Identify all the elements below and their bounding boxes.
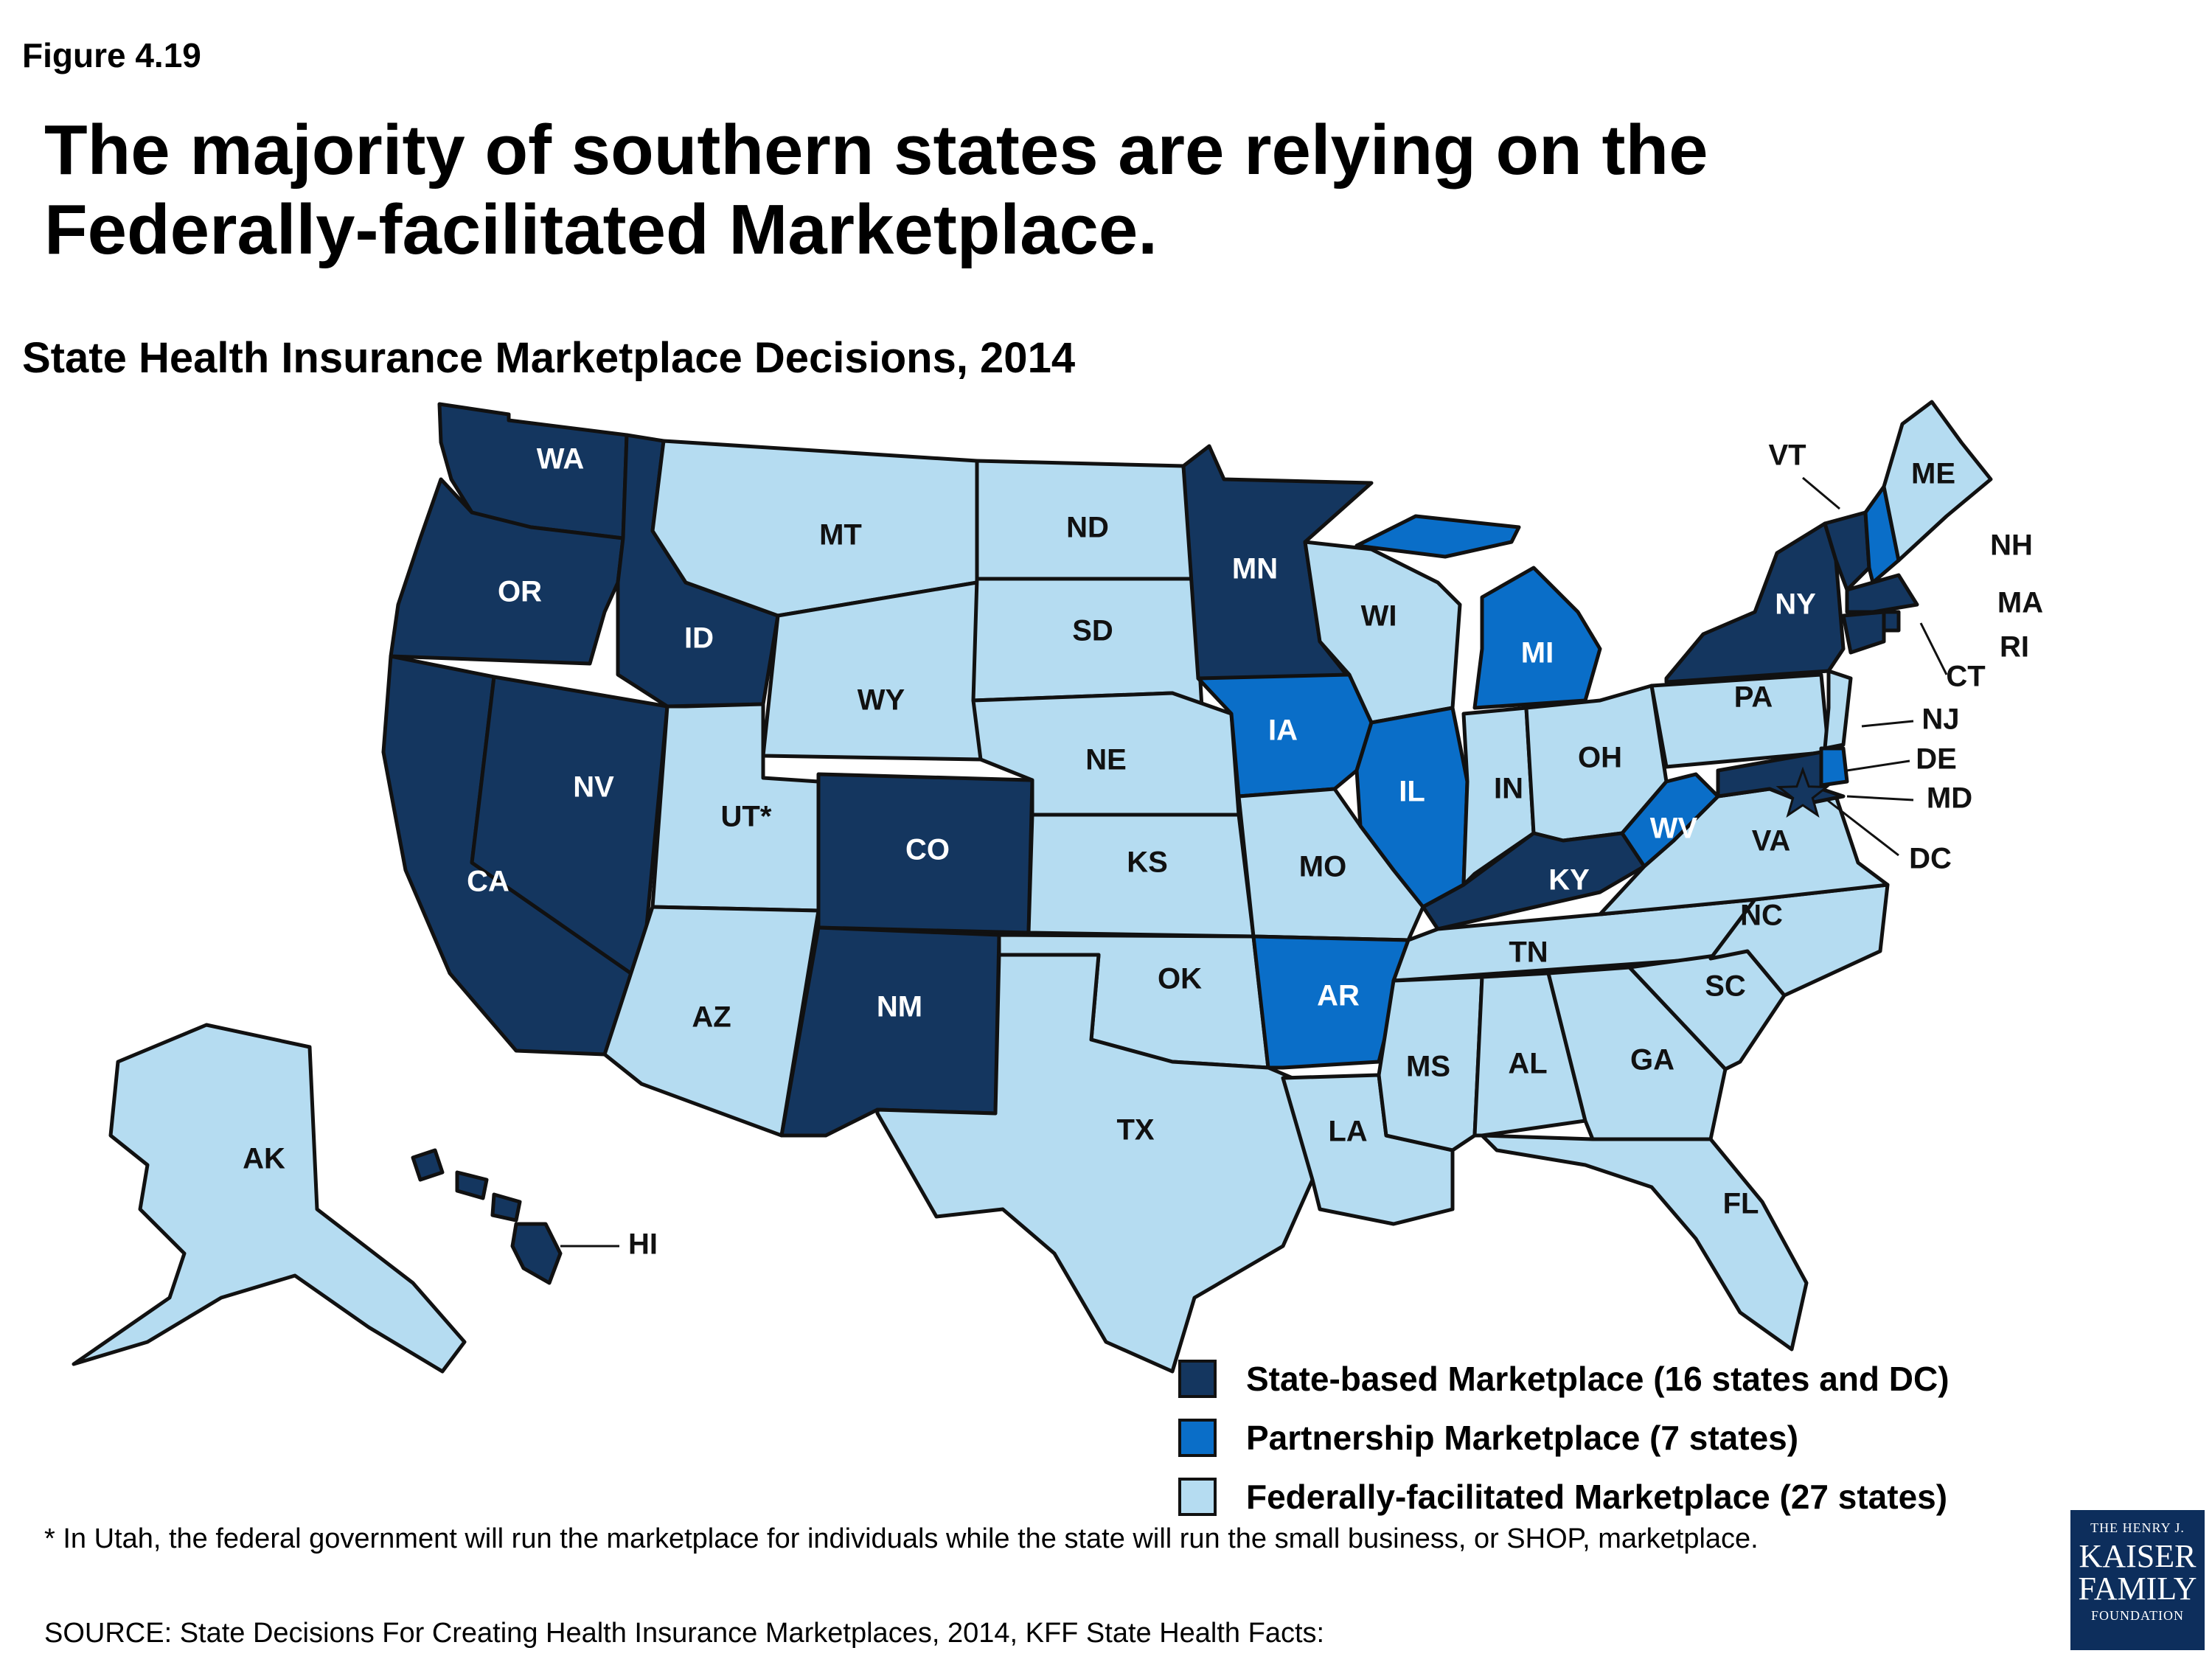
leader-line	[1846, 795, 1914, 801]
state-nj	[1823, 669, 1853, 751]
label-connector-lines	[560, 476, 1948, 1248]
state-label-ky: KY	[1548, 864, 1590, 897]
state-label-nm: NM	[877, 991, 922, 1023]
legend-item-partnership: Partnership Marketplace (7 states)	[1178, 1408, 1950, 1467]
state-label-oh: OH	[1578, 742, 1622, 774]
source-note: SOURCE: State Decisions For Creating Hea…	[44, 1618, 1325, 1649]
legend-swatch-partnership	[1178, 1419, 1217, 1457]
state-label-hi: HI	[628, 1228, 658, 1261]
state-label-wi: WI	[1361, 600, 1397, 633]
state-label-md: MD	[1927, 782, 1972, 815]
state-label-wv: WV	[1650, 813, 1698, 845]
state-ny	[1664, 521, 1846, 684]
logo-line-2: KAISER	[2079, 1538, 2197, 1574]
state-label-id: ID	[684, 622, 714, 655]
state-label-ms: MS	[1406, 1051, 1450, 1083]
state-nh	[1863, 484, 1901, 585]
state-mi	[1354, 514, 1602, 710]
state-label-nh: NH	[1990, 529, 2033, 562]
state-nm	[779, 925, 1001, 1138]
state-label-ga: GA	[1630, 1044, 1674, 1077]
state-hi	[411, 1148, 563, 1285]
state-label-tn: TN	[1509, 936, 1548, 969]
state-az	[602, 905, 821, 1138]
legend-label-federal: Federally-facilitated Marketplace (27 st…	[1246, 1478, 1948, 1516]
state-label-mi: MI	[1521, 637, 1554, 669]
state-or	[389, 477, 625, 666]
state-label-mn: MN	[1232, 553, 1278, 585]
state-shapes	[72, 400, 1993, 1374]
leader-line	[1826, 799, 1899, 857]
state-label-va: VA	[1752, 825, 1791, 858]
legend-swatch-state-based	[1178, 1360, 1217, 1398]
state-label-la: LA	[1328, 1116, 1367, 1148]
state-ak	[72, 1023, 467, 1374]
state-ma	[1845, 573, 1919, 614]
state-de	[1819, 746, 1849, 787]
state-label-co: CO	[905, 834, 950, 866]
state-label-mt: MT	[819, 519, 862, 552]
state-label-ok: OK	[1158, 963, 1202, 995]
state-labels: WA OR CA NV ID MT WY UT* AZ CO NM ND SD NE KS OK TX MN IA M…	[243, 439, 2043, 1261]
state-label-ks: KS	[1127, 846, 1168, 879]
state-label-ct: CT	[1946, 661, 1985, 693]
state-label-wy: WY	[858, 684, 905, 717]
state-label-nc: NC	[1740, 900, 1783, 932]
state-label-or: OR	[498, 576, 542, 608]
state-label-ny: NY	[1775, 588, 1816, 621]
state-label-sd: SD	[1072, 615, 1113, 647]
state-label-sc: SC	[1705, 970, 1746, 1003]
state-label-az: AZ	[692, 1001, 731, 1034]
state-label-wa: WA	[537, 443, 584, 476]
leader-line	[1846, 759, 1910, 772]
headline: The majority of southern states are rely…	[44, 111, 1708, 269]
state-label-pa: PA	[1734, 681, 1773, 714]
state-label-ri: RI	[2000, 631, 2029, 664]
legend-label-state-based: State-based Marketplace (16 states and D…	[1246, 1360, 1950, 1398]
legend-label-partnership: Partnership Marketplace (7 states)	[1246, 1419, 1799, 1457]
state-label-de: DE	[1916, 743, 1957, 776]
leader-line	[1861, 720, 1914, 728]
state-label-fl: FL	[1723, 1188, 1759, 1220]
kff-logo: THE HENRY J. KAISER FAMILY FOUNDATION	[2070, 1510, 2205, 1650]
state-label-ma: MA	[1997, 587, 2043, 619]
state-label-ne: NE	[1085, 744, 1127, 776]
legend: State-based Marketplace (16 states and D…	[1178, 1349, 1950, 1526]
legend-swatch-federal	[1178, 1478, 1217, 1516]
state-label-vt: VT	[1768, 439, 1806, 472]
state-label-nd: ND	[1066, 512, 1109, 544]
state-label-ar: AR	[1317, 980, 1360, 1012]
legend-item-federal: Federally-facilitated Marketplace (27 st…	[1178, 1467, 1950, 1526]
state-label-ia: IA	[1268, 714, 1298, 747]
state-ct	[1841, 610, 1886, 655]
state-fl	[1480, 1133, 1809, 1352]
logo-line-4: FOUNDATION	[2091, 1608, 2184, 1623]
state-tx	[875, 953, 1315, 1374]
state-ri	[1882, 610, 1901, 633]
state-label-me: ME	[1911, 458, 1955, 490]
us-marketplace-map: WA OR CA NV ID MT WY UT* AZ CO NM ND SD NE KS OK TX MN IA M…	[72, 400, 2043, 1374]
state-label-in: IN	[1494, 773, 1523, 805]
logo-line-3: FAMILY	[2078, 1571, 2197, 1607]
state-label-nj: NJ	[1921, 703, 1959, 736]
map-subtitle: State Health Insurance Marketplace Decis…	[22, 334, 1076, 382]
state-label-nv: NV	[573, 771, 614, 804]
state-label-dc: DC	[1909, 843, 1952, 875]
state-label-ca: CA	[467, 866, 509, 898]
legend-item-state-based: State-based Marketplace (16 states and D…	[1178, 1349, 1950, 1408]
state-label-tx: TX	[1116, 1114, 1154, 1147]
state-vt	[1823, 510, 1871, 592]
state-me	[1882, 400, 1993, 563]
dc-star-marker	[1775, 766, 1830, 818]
state-label-il: IL	[1399, 776, 1425, 808]
logo-line-1: THE HENRY J.	[2090, 1520, 2185, 1535]
state-label-ut: UT*	[721, 801, 772, 833]
footnote: * In Utah, the federal government will r…	[44, 1523, 1759, 1554]
leader-line	[1919, 622, 1948, 675]
leader-line	[1802, 476, 1840, 510]
state-label-al: AL	[1508, 1048, 1547, 1080]
state-label-mo: MO	[1299, 851, 1346, 883]
state-label-ak: AK	[243, 1143, 285, 1175]
figure-label: Figure 4.19	[22, 36, 201, 74]
